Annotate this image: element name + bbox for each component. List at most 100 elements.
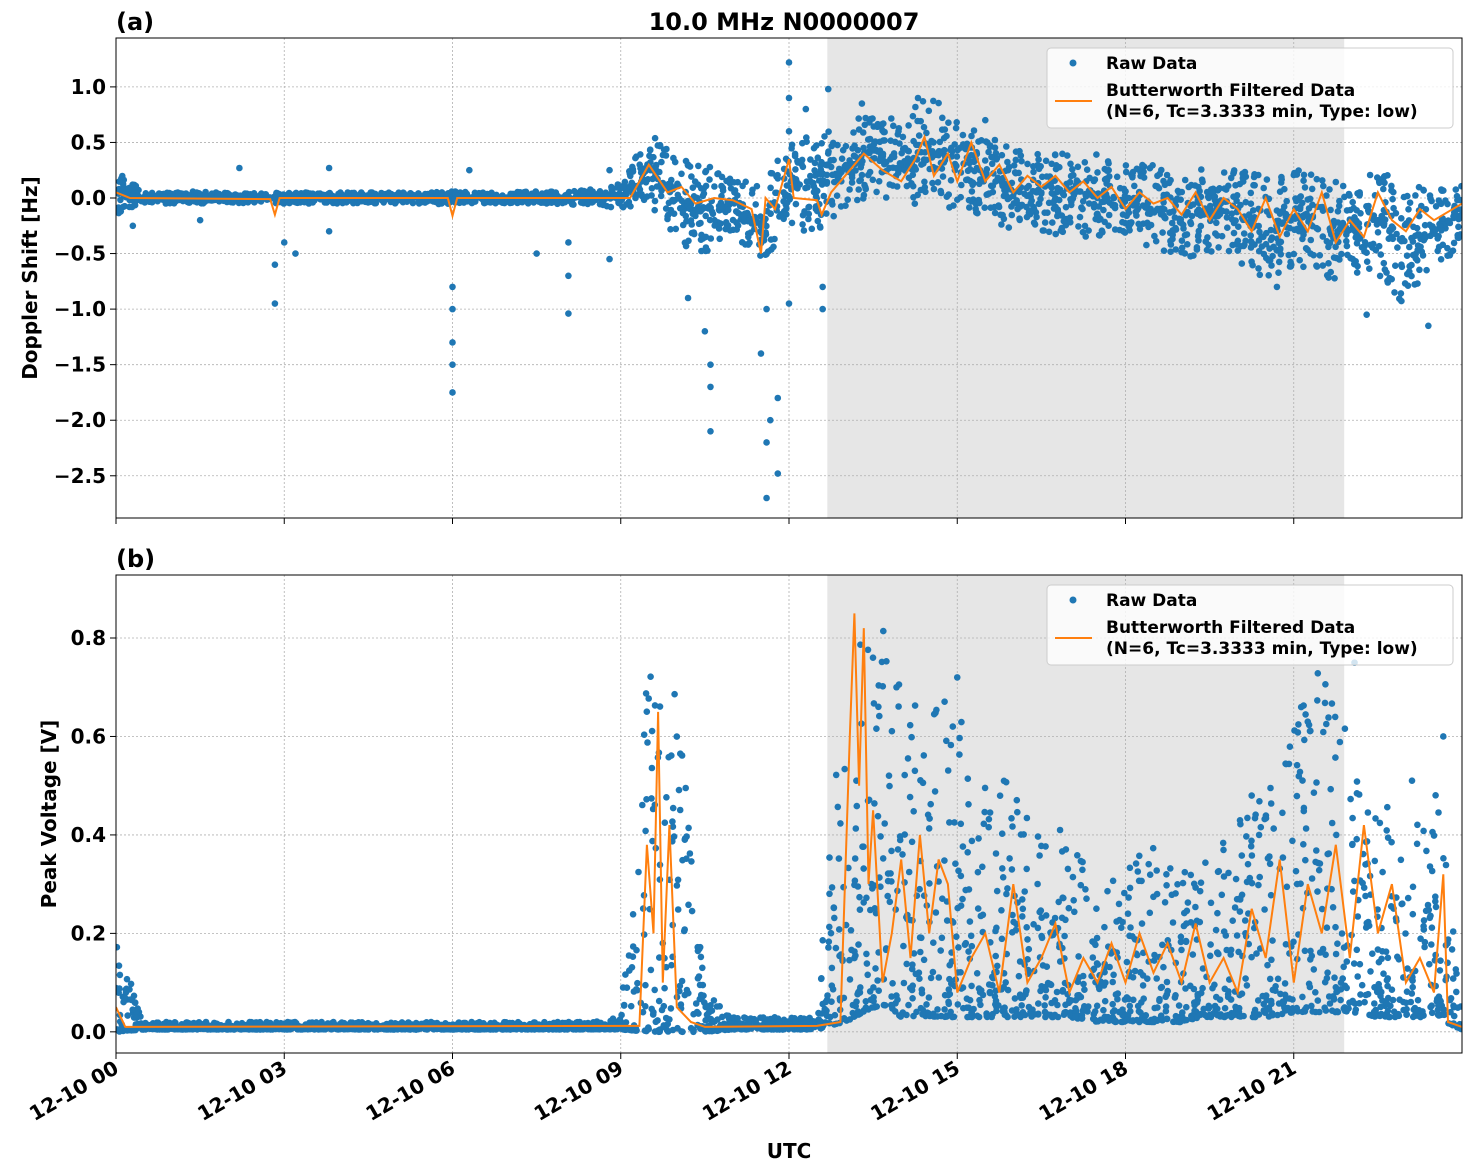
raw-data-point xyxy=(1119,218,1126,226)
raw-data-point xyxy=(869,115,876,122)
raw-data-point xyxy=(716,1003,723,1010)
raw-data-point xyxy=(1025,207,1033,215)
raw-data-point xyxy=(524,199,532,207)
raw-data-point xyxy=(1030,168,1037,176)
raw-data-point xyxy=(386,190,393,197)
raw-data-point xyxy=(642,690,650,697)
raw-data-point xyxy=(1051,197,1058,205)
raw-data-point xyxy=(807,172,814,180)
raw-data-point xyxy=(932,151,940,159)
raw-data-point xyxy=(1267,236,1275,244)
raw-data-point xyxy=(909,982,916,989)
raw-data-point xyxy=(901,771,908,779)
raw-data-point xyxy=(584,200,591,208)
raw-data-point xyxy=(881,1002,889,1009)
raw-data-point xyxy=(1450,213,1457,220)
raw-data-point xyxy=(1066,178,1074,186)
raw-data-point xyxy=(716,235,723,243)
raw-data-point xyxy=(945,991,952,999)
raw-data-point xyxy=(1343,237,1350,245)
raw-data-point xyxy=(947,1008,954,1016)
raw-data-point xyxy=(909,112,917,120)
raw-data-point xyxy=(1421,235,1429,242)
raw-data-point xyxy=(859,843,866,850)
raw-data-point xyxy=(1143,241,1150,249)
raw-data-point xyxy=(297,1026,304,1033)
raw-data-point xyxy=(829,171,836,179)
raw-data-point xyxy=(775,1019,783,1026)
raw-data-point xyxy=(1005,224,1013,231)
raw-data-point xyxy=(949,1013,956,1021)
raw-data-point xyxy=(1013,197,1020,204)
raw-data-point xyxy=(944,767,952,774)
raw-data-point xyxy=(855,115,862,122)
raw-data-point xyxy=(929,179,936,187)
raw-data-point xyxy=(628,180,636,188)
raw-data-point xyxy=(899,145,907,153)
raw-data-point xyxy=(1241,241,1248,249)
raw-data-point xyxy=(888,993,895,1000)
raw-data-point xyxy=(1275,258,1283,266)
raw-data-point xyxy=(1041,209,1048,216)
raw-data-point xyxy=(625,198,633,206)
raw-data-point xyxy=(951,819,958,826)
raw-data-point xyxy=(1033,213,1040,221)
raw-data-point xyxy=(719,184,727,192)
raw-data-point xyxy=(945,119,952,126)
raw-data-point xyxy=(651,986,658,994)
raw-data-point xyxy=(1023,213,1031,221)
raw-data-point xyxy=(1316,252,1324,259)
raw-data-point xyxy=(814,187,821,195)
raw-data-point xyxy=(656,141,664,149)
raw-data-point xyxy=(939,114,946,122)
raw-data-point xyxy=(752,201,759,208)
raw-data-point xyxy=(1074,163,1082,171)
raw-data-point xyxy=(455,1019,463,1026)
raw-data-point xyxy=(568,201,576,208)
raw-data-point xyxy=(1182,211,1189,219)
raw-data-point xyxy=(1227,174,1235,182)
raw-data-point xyxy=(1093,151,1100,158)
raw-data-point xyxy=(1385,235,1393,242)
y-tick-label: −2.0 xyxy=(54,408,106,432)
raw-data-point xyxy=(968,942,976,950)
raw-data-point xyxy=(1302,245,1310,252)
raw-data-point xyxy=(1103,196,1110,203)
raw-data-point xyxy=(1234,247,1242,254)
raw-data-point xyxy=(1444,244,1451,252)
raw-data-point xyxy=(1187,220,1195,228)
raw-data-point xyxy=(1319,233,1327,240)
raw-data-point xyxy=(535,198,542,205)
raw-data-point xyxy=(280,239,288,246)
raw-data-point xyxy=(998,830,1006,837)
panel-label-b: (b) xyxy=(116,545,155,573)
raw-data-point xyxy=(1163,191,1171,198)
raw-data-point xyxy=(1170,208,1177,215)
raw-data-point xyxy=(829,139,837,147)
raw-data-point xyxy=(662,1014,670,1022)
raw-data-point xyxy=(874,123,881,130)
raw-data-point xyxy=(1381,179,1388,187)
raw-data-point xyxy=(870,997,877,1005)
raw-data-point xyxy=(636,161,643,168)
raw-data-point xyxy=(760,1026,768,1033)
raw-data-point xyxy=(977,1001,984,1009)
raw-data-point xyxy=(1043,173,1050,180)
raw-data-point xyxy=(871,905,879,912)
raw-data-point xyxy=(891,1008,899,1015)
raw-data-point xyxy=(911,702,919,709)
raw-data-point xyxy=(648,185,656,192)
raw-data-point xyxy=(127,980,135,988)
raw-data-point xyxy=(1194,233,1202,240)
raw-data-point xyxy=(877,883,884,890)
raw-data-point xyxy=(120,184,128,192)
raw-data-point xyxy=(1366,265,1373,273)
raw-data-point xyxy=(131,200,139,207)
raw-data-point xyxy=(788,219,796,227)
raw-data-point xyxy=(900,979,908,987)
raw-data-point xyxy=(1046,182,1054,189)
raw-data-point xyxy=(285,190,292,198)
raw-data-point xyxy=(919,1011,926,1018)
raw-data-point xyxy=(1010,162,1018,169)
raw-data-point xyxy=(796,181,803,188)
